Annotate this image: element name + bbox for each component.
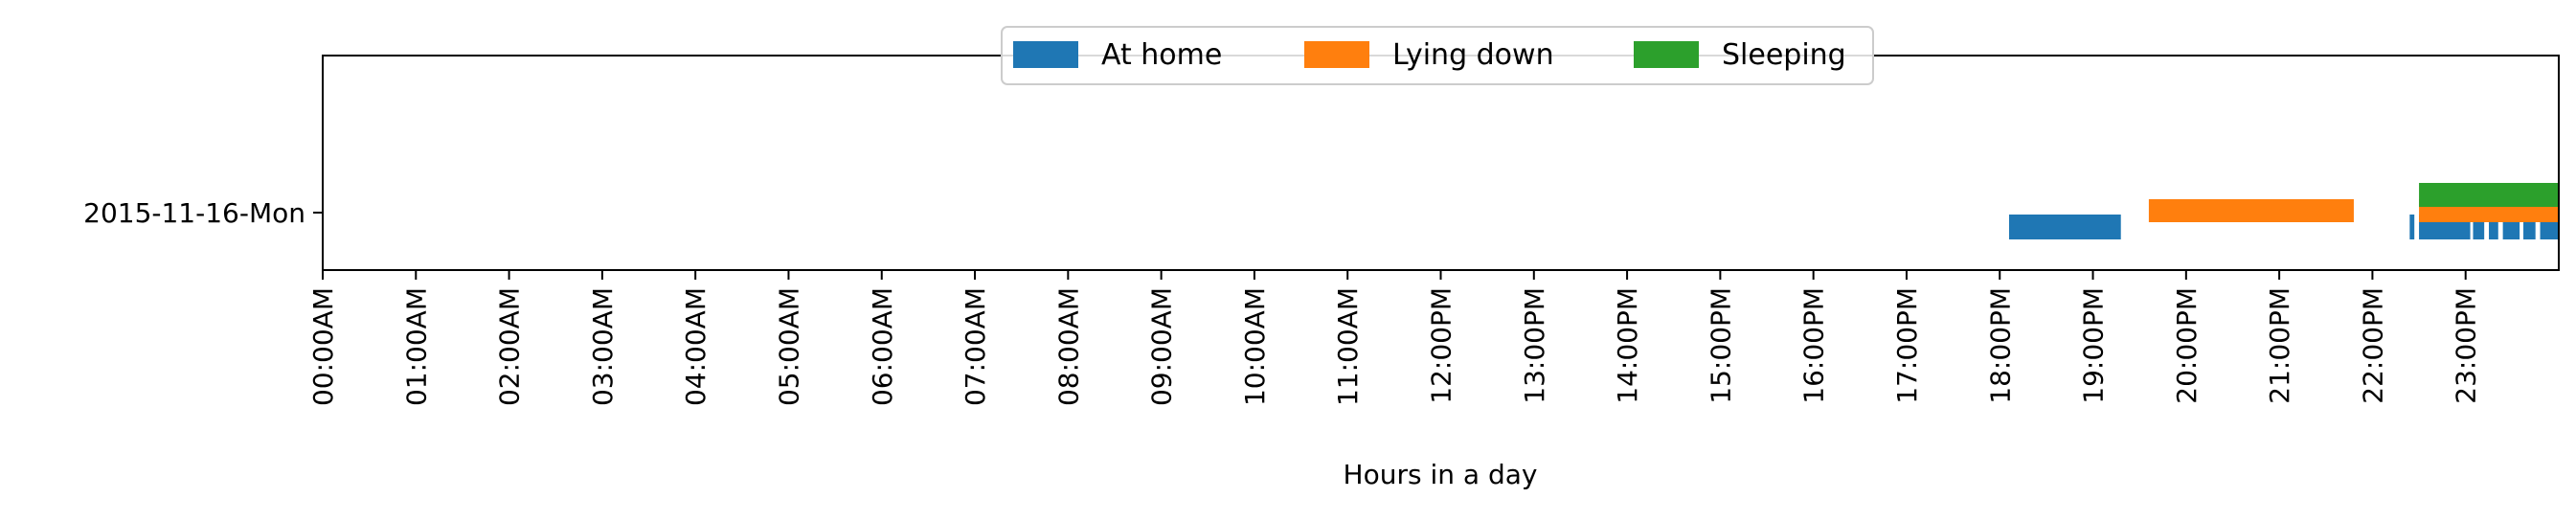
x-tick-label: 08:00AM	[1052, 287, 1084, 406]
x-tick-label: 17:00PM	[1891, 287, 1923, 404]
x-tick-label: 22:00PM	[2357, 287, 2388, 404]
x-tick-label: 02:00AM	[494, 287, 526, 406]
x-tick-label: 09:00AM	[1146, 287, 1178, 406]
x-tick-label: 05:00AM	[773, 287, 804, 406]
x-tick-label: 19:00PM	[2078, 287, 2110, 404]
legend-label-sleeping: Sleeping	[1722, 38, 1846, 72]
x-tick-label: 13:00PM	[1519, 287, 1550, 404]
legend-swatch-at-home	[1013, 41, 1078, 68]
x-tick-label: 07:00AM	[960, 287, 991, 406]
bar-at-home-4	[2489, 215, 2498, 239]
x-axis-label: Hours in a day	[1344, 459, 1538, 490]
x-tick-label: 20:00PM	[2171, 287, 2203, 404]
bars-layer	[2008, 183, 2559, 239]
x-tick-label: 10:00AM	[1239, 287, 1271, 406]
legend-label-at-home: At home	[1101, 38, 1222, 72]
legend-swatch-lying-down	[1304, 41, 1369, 68]
x-tick-label: 12:00PM	[1426, 287, 1457, 404]
legend: At home Lying down Sleeping	[1001, 26, 1874, 85]
x-tick-label: 01:00AM	[400, 287, 432, 406]
bar-at-home-1	[2409, 215, 2415, 239]
bar-lying-down-0	[2148, 199, 2354, 222]
y-category-label: 2015-11-16-Mon	[83, 197, 305, 229]
bar-at-home-0	[2008, 215, 2121, 239]
x-tick-label: 23:00PM	[2451, 287, 2482, 404]
x-tick-label: 21:00PM	[2264, 287, 2295, 404]
x-tick-label: 15:00PM	[1705, 287, 1736, 404]
bar-at-home-3	[2473, 215, 2485, 239]
plot-frame	[322, 55, 2560, 271]
x-tick-label: 16:00PM	[1798, 287, 1830, 404]
ticks-layer: 00:00AM 01:00AM 02:00AM 03:00AM 04:00AM 05:00…	[307, 270, 2482, 406]
x-tick-label: 18:00PM	[1984, 287, 2016, 404]
x-tick-label: 03:00AM	[587, 287, 619, 406]
legend-swatch-sleeping	[1634, 41, 1699, 68]
x-tick-label: 11:00AM	[1332, 287, 1364, 406]
x-tick-label: 06:00AM	[867, 287, 898, 406]
x-tick-label: 14:00PM	[1612, 287, 1643, 404]
bar-sleeping-0	[2419, 183, 2559, 207]
x-tick-label: 00:00AM	[307, 287, 339, 406]
legend-label-lying-down: Lying down	[1392, 38, 1554, 72]
y-category-layer: 2015-11-16-Mon	[83, 197, 323, 229]
x-tick-label: 04:00AM	[680, 287, 712, 406]
